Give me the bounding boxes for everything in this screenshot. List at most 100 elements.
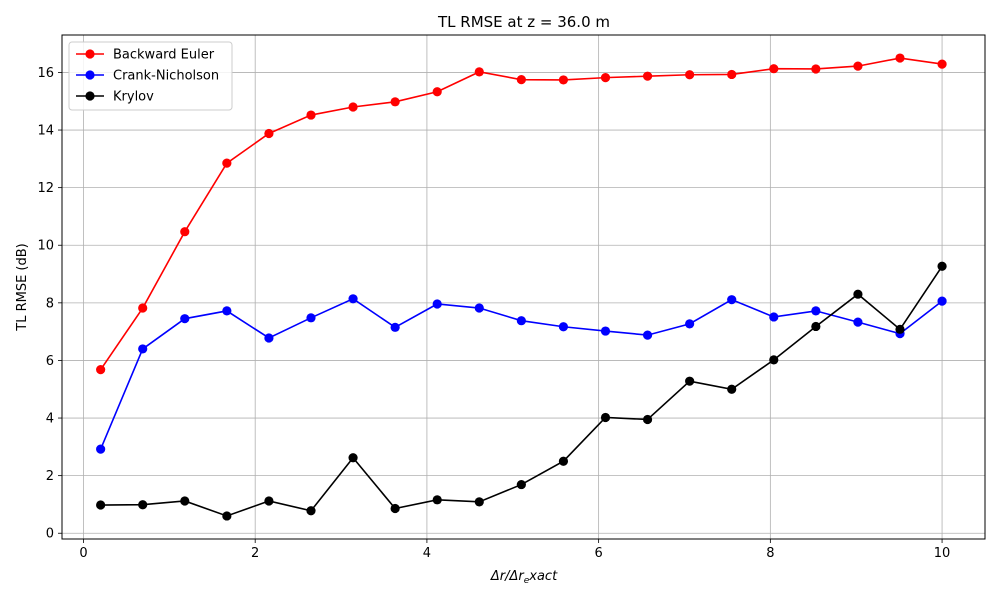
legend-item-krylov: Krylov [76, 90, 154, 105]
data-point-krylov [937, 261, 947, 271]
data-point-krylov [180, 496, 190, 506]
x-tick-label: 2 [251, 546, 259, 561]
data-point-backward-euler [390, 97, 400, 107]
data-point-backward-euler [895, 53, 905, 63]
data-point-backward-euler [727, 69, 737, 80]
data-point-crank-nicholson [348, 294, 358, 304]
data-point-backward-euler [432, 87, 442, 97]
y-tick-label: 6 [46, 354, 54, 369]
data-point-krylov [96, 500, 106, 510]
data-point-backward-euler [853, 61, 863, 71]
data-point-backward-euler [222, 158, 232, 168]
x-axis-label: Δr/Δrexact [490, 569, 558, 586]
data-point-backward-euler [264, 128, 274, 139]
y-tick-label: 4 [46, 412, 54, 427]
data-point-crank-nicholson [558, 322, 569, 332]
data-point-krylov [853, 289, 863, 299]
x-tick-label: 8 [766, 546, 774, 561]
y-tick-label: 12 [37, 181, 54, 196]
data-point-krylov [264, 496, 274, 506]
data-point-crank-nicholson [264, 333, 274, 343]
data-point-backward-euler [600, 73, 611, 83]
legend-marker [85, 49, 95, 59]
data-point-backward-euler [306, 110, 316, 120]
data-point-backward-euler [516, 75, 526, 85]
legend-item-backward-euler: Backward Euler [76, 48, 215, 63]
data-point-backward-euler [474, 67, 484, 77]
data-point-crank-nicholson [96, 444, 106, 454]
data-point-backward-euler [811, 64, 821, 74]
series-layer [96, 53, 947, 521]
legend: Backward Euler Crank-Nicholson Krylov [68, 41, 233, 111]
series-line-krylov [100, 265, 943, 517]
data-point-krylov [306, 506, 316, 516]
data-point-crank-nicholson [390, 322, 400, 332]
x-tick-label: 0 [79, 546, 87, 561]
y-tick-label: 0 [46, 527, 54, 542]
data-point-krylov [474, 497, 484, 507]
y-tick-label: 16 [37, 66, 54, 81]
series-krylov [96, 261, 947, 521]
data-point-krylov [516, 479, 526, 490]
data-point-krylov [348, 453, 358, 463]
data-point-crank-nicholson [600, 326, 611, 336]
y-tick-label: 10 [37, 239, 54, 254]
data-point-krylov [600, 412, 611, 423]
data-point-krylov [642, 414, 653, 425]
legend-label: Krylov [113, 90, 154, 105]
data-point-crank-nicholson [642, 330, 653, 340]
data-point-crank-nicholson [811, 306, 821, 316]
chart-title: TL RMSE at z = 36.0 m [437, 13, 610, 31]
data-point-krylov [390, 503, 400, 514]
data-point-krylov [558, 456, 569, 466]
data-point-crank-nicholson [474, 303, 484, 313]
legend-box [68, 41, 233, 111]
data-point-crank-nicholson [937, 296, 947, 306]
data-point-krylov [895, 324, 905, 334]
data-point-backward-euler [558, 75, 569, 85]
series-backward-euler [96, 53, 947, 375]
data-point-crank-nicholson [180, 314, 190, 324]
data-point-krylov [769, 355, 779, 365]
data-point-backward-euler [348, 102, 358, 112]
data-point-backward-euler [685, 70, 695, 80]
data-point-backward-euler [96, 365, 106, 375]
data-point-backward-euler [138, 303, 148, 313]
grid [62, 35, 985, 539]
legend-marker [85, 70, 95, 80]
data-point-crank-nicholson [222, 306, 232, 316]
series-crank-nicholson [96, 294, 947, 454]
data-point-krylov [811, 321, 821, 332]
data-point-crank-nicholson [432, 299, 442, 309]
data-point-crank-nicholson [853, 317, 863, 327]
data-point-backward-euler [180, 227, 190, 237]
x-tick-label: 4 [423, 546, 431, 561]
x-axis: 0 2 4 6 8 10 [79, 539, 950, 561]
data-point-krylov [727, 384, 737, 394]
data-point-crank-nicholson [769, 312, 779, 322]
data-point-crank-nicholson [727, 295, 737, 305]
x-tick-label: 6 [594, 546, 602, 561]
legend-label: Backward Euler [113, 48, 215, 63]
y-tick-label: 14 [37, 124, 54, 139]
data-point-krylov [685, 376, 695, 386]
data-point-backward-euler [937, 59, 947, 69]
data-point-backward-euler [642, 71, 653, 81]
legend-marker [85, 91, 95, 101]
legend-item-crank-nicholson: Crank-Nicholson [76, 69, 219, 84]
y-axis-label: TL RMSE (dB) [15, 243, 30, 331]
data-point-krylov [138, 500, 148, 510]
data-point-crank-nicholson [516, 316, 526, 326]
y-axis: 0 2 4 6 8 10 12 14 16 [37, 66, 62, 542]
data-point-krylov [222, 511, 232, 521]
y-tick-label: 2 [46, 469, 54, 484]
plot-frame [61, 34, 986, 540]
x-tick-label: 10 [934, 546, 951, 561]
data-point-crank-nicholson [685, 319, 695, 329]
data-point-crank-nicholson [306, 313, 316, 323]
y-tick-label: 8 [46, 296, 54, 311]
data-point-krylov [432, 495, 442, 505]
data-point-crank-nicholson [138, 344, 148, 354]
legend-label: Crank-Nicholson [113, 69, 219, 84]
